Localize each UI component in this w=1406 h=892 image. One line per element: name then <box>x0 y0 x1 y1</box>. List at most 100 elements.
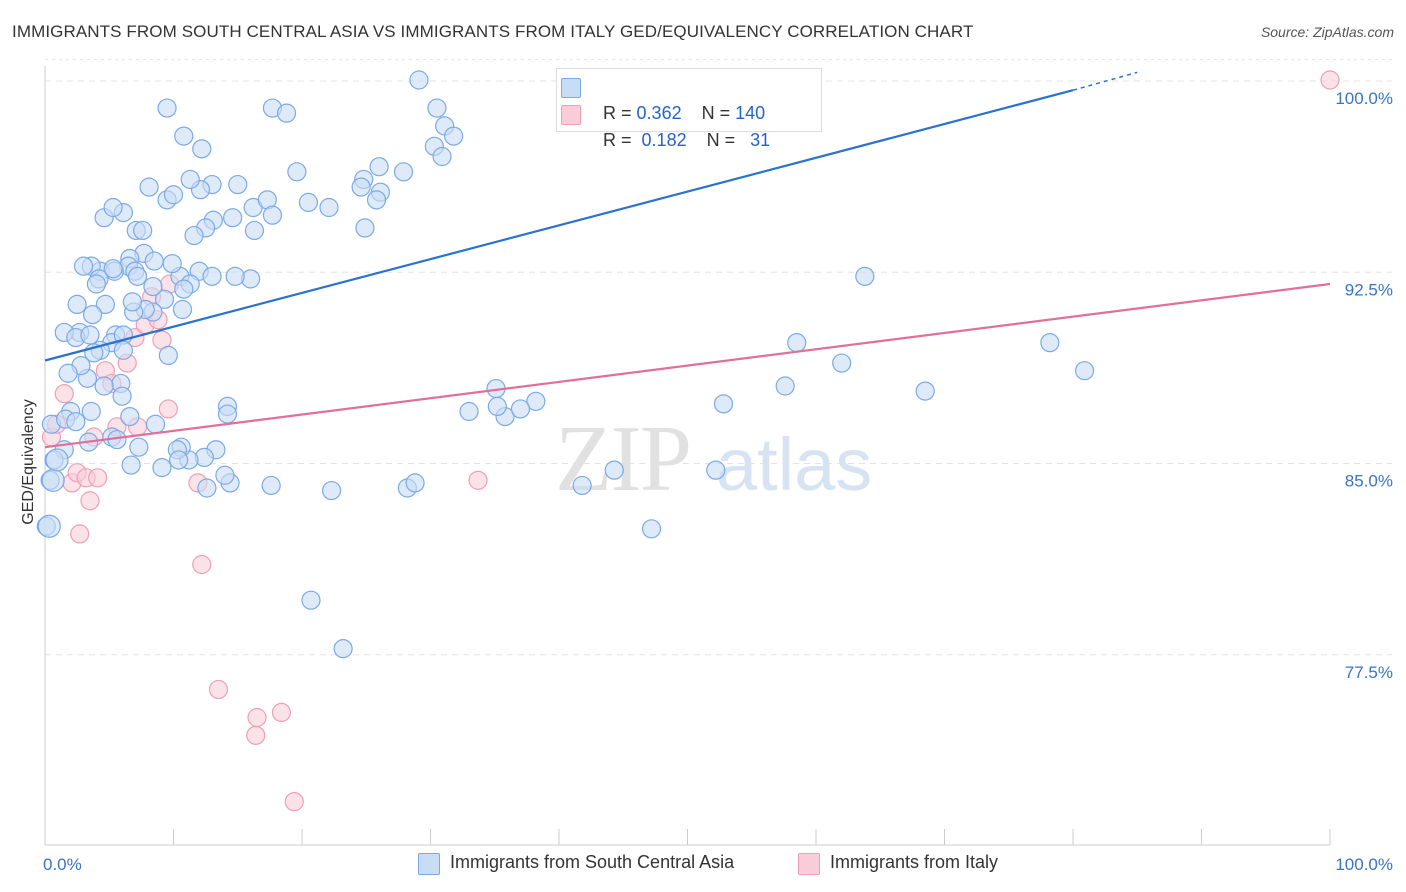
south-central-asia-point <box>145 414 166 434</box>
south-central-asia-point <box>526 391 546 411</box>
south-central-asia-point <box>95 294 115 314</box>
south-central-asia-point <box>169 450 189 470</box>
south-central-asia-point <box>287 162 307 182</box>
watermark-atlas: atlas <box>716 423 872 506</box>
bottom-legend-swatch-blue <box>418 853 440 875</box>
trend-lines <box>44 71 1331 449</box>
south-central-asia-points <box>36 70 1095 659</box>
south-central-asia-point <box>405 473 425 493</box>
south-central-asia-point <box>157 98 177 118</box>
bottom-legend-swatch-pink <box>798 853 820 875</box>
south-central-asia-point <box>321 480 342 501</box>
south-central-asia-point <box>144 251 164 271</box>
south-central-asia-point <box>80 325 100 345</box>
south-central-asia-point <box>174 279 194 299</box>
south-central-asia-point <box>510 399 531 419</box>
south-central-asia-point <box>58 363 78 383</box>
south-central-asia-point <box>262 205 283 225</box>
italy-point <box>284 792 304 812</box>
south-central-asia-point <box>120 407 140 427</box>
south-central-asia-point <box>351 177 371 197</box>
south-central-asia-point <box>113 340 133 360</box>
south-central-asia-point <box>112 386 132 406</box>
south-central-asia-point <box>94 376 114 396</box>
italy-point <box>1320 70 1340 90</box>
y-tick-label: 77.5% <box>1345 663 1393 682</box>
south-central-asia-point <box>41 468 65 492</box>
south-central-asia-point <box>223 208 243 228</box>
south-central-asia-point <box>162 254 182 274</box>
watermark: ZIP atlas <box>555 407 872 511</box>
italy-point <box>468 470 488 490</box>
south-central-asia-point <box>197 478 217 498</box>
south-central-asia-point <box>832 353 852 373</box>
legend-n-label: N = <box>701 103 731 123</box>
south-central-asia-point <box>66 412 86 432</box>
south-central-asia-point <box>244 220 265 241</box>
south-central-asia-point <box>787 333 807 353</box>
south-central-asia-point <box>121 455 141 475</box>
legend-swatch-blue <box>561 78 581 98</box>
bottom-legend-label: Immigrants from South Central Asia <box>450 852 735 872</box>
south-central-asia-point <box>355 218 375 238</box>
italy-point <box>88 468 108 488</box>
south-central-asia-point <box>202 266 222 286</box>
south-central-asia-trendline <box>44 89 1074 362</box>
south-central-asia-point <box>276 103 297 123</box>
south-central-asia-point <box>444 126 464 146</box>
south-central-asia-point <box>133 220 153 241</box>
south-central-asia-point <box>129 437 149 457</box>
legend-n-value: 140 <box>735 103 766 123</box>
south-central-asia-point <box>139 177 159 197</box>
south-central-asia-point <box>366 190 387 210</box>
south-central-asia-point <box>184 225 204 246</box>
south-central-asia-point <box>301 590 321 610</box>
south-central-asia-point <box>775 376 795 396</box>
south-central-asia-point <box>706 460 726 480</box>
legend-r-label: R = <box>603 130 632 150</box>
y-tick-label: 100.0% <box>1335 89 1393 108</box>
stats-legend: R = 0.362 N = 140 R = 0.182 N = 31 <box>556 68 822 150</box>
south-central-asia-point <box>143 276 163 297</box>
south-central-asia-point <box>261 475 281 496</box>
legend-row-south-central-asia: R = 0.362 N = 140 <box>561 74 765 123</box>
south-central-asia-point <box>154 289 175 309</box>
watermark-zip: ZIP <box>555 407 690 511</box>
south-central-asia-point <box>333 639 353 659</box>
south-central-asia-point <box>1074 361 1095 381</box>
legend-r-value: 0.362 <box>636 103 682 123</box>
y-tick-label: 92.5% <box>1345 280 1393 299</box>
south-central-asia-point <box>82 305 103 325</box>
south-central-asia-point <box>103 197 123 218</box>
x-tick-label: 100.0% <box>1335 855 1393 874</box>
south-central-asia-point <box>228 174 248 195</box>
south-central-asia-point <box>67 294 87 314</box>
y-tick-label: 85.0% <box>1345 472 1393 491</box>
legend-row-italy: R = 0.182 N = 31 <box>561 101 770 150</box>
south-central-asia-point <box>172 299 193 320</box>
south-central-asia-point <box>192 139 212 159</box>
legend-r-value: 0.182 <box>641 130 687 150</box>
south-central-asia-point <box>163 185 184 205</box>
italy-point <box>80 491 100 511</box>
x-tick-label: 0.0% <box>43 855 82 874</box>
south-central-asia-point <box>855 266 875 286</box>
grid-layer <box>45 59 1392 656</box>
south-central-asia-point <box>174 126 194 146</box>
legend-r-label: R = <box>603 103 632 123</box>
italy-point <box>271 702 292 723</box>
south-central-asia-point <box>180 169 200 190</box>
legend-swatch-pink <box>561 105 581 125</box>
south-central-asia-point <box>45 448 69 472</box>
chart-title: IMMIGRANTS FROM SOUTH CENTRAL ASIA VS IM… <box>12 22 974 41</box>
south-central-asia-point <box>713 394 734 414</box>
south-central-asia-point <box>37 514 61 538</box>
south-central-asia-point <box>604 460 624 480</box>
south-central-asia-point <box>73 256 94 276</box>
south-central-asia-point <box>298 192 319 212</box>
axes <box>44 66 1331 846</box>
south-central-asia-point <box>122 292 142 312</box>
south-central-asia-point <box>409 70 429 90</box>
italy-point <box>208 679 229 700</box>
